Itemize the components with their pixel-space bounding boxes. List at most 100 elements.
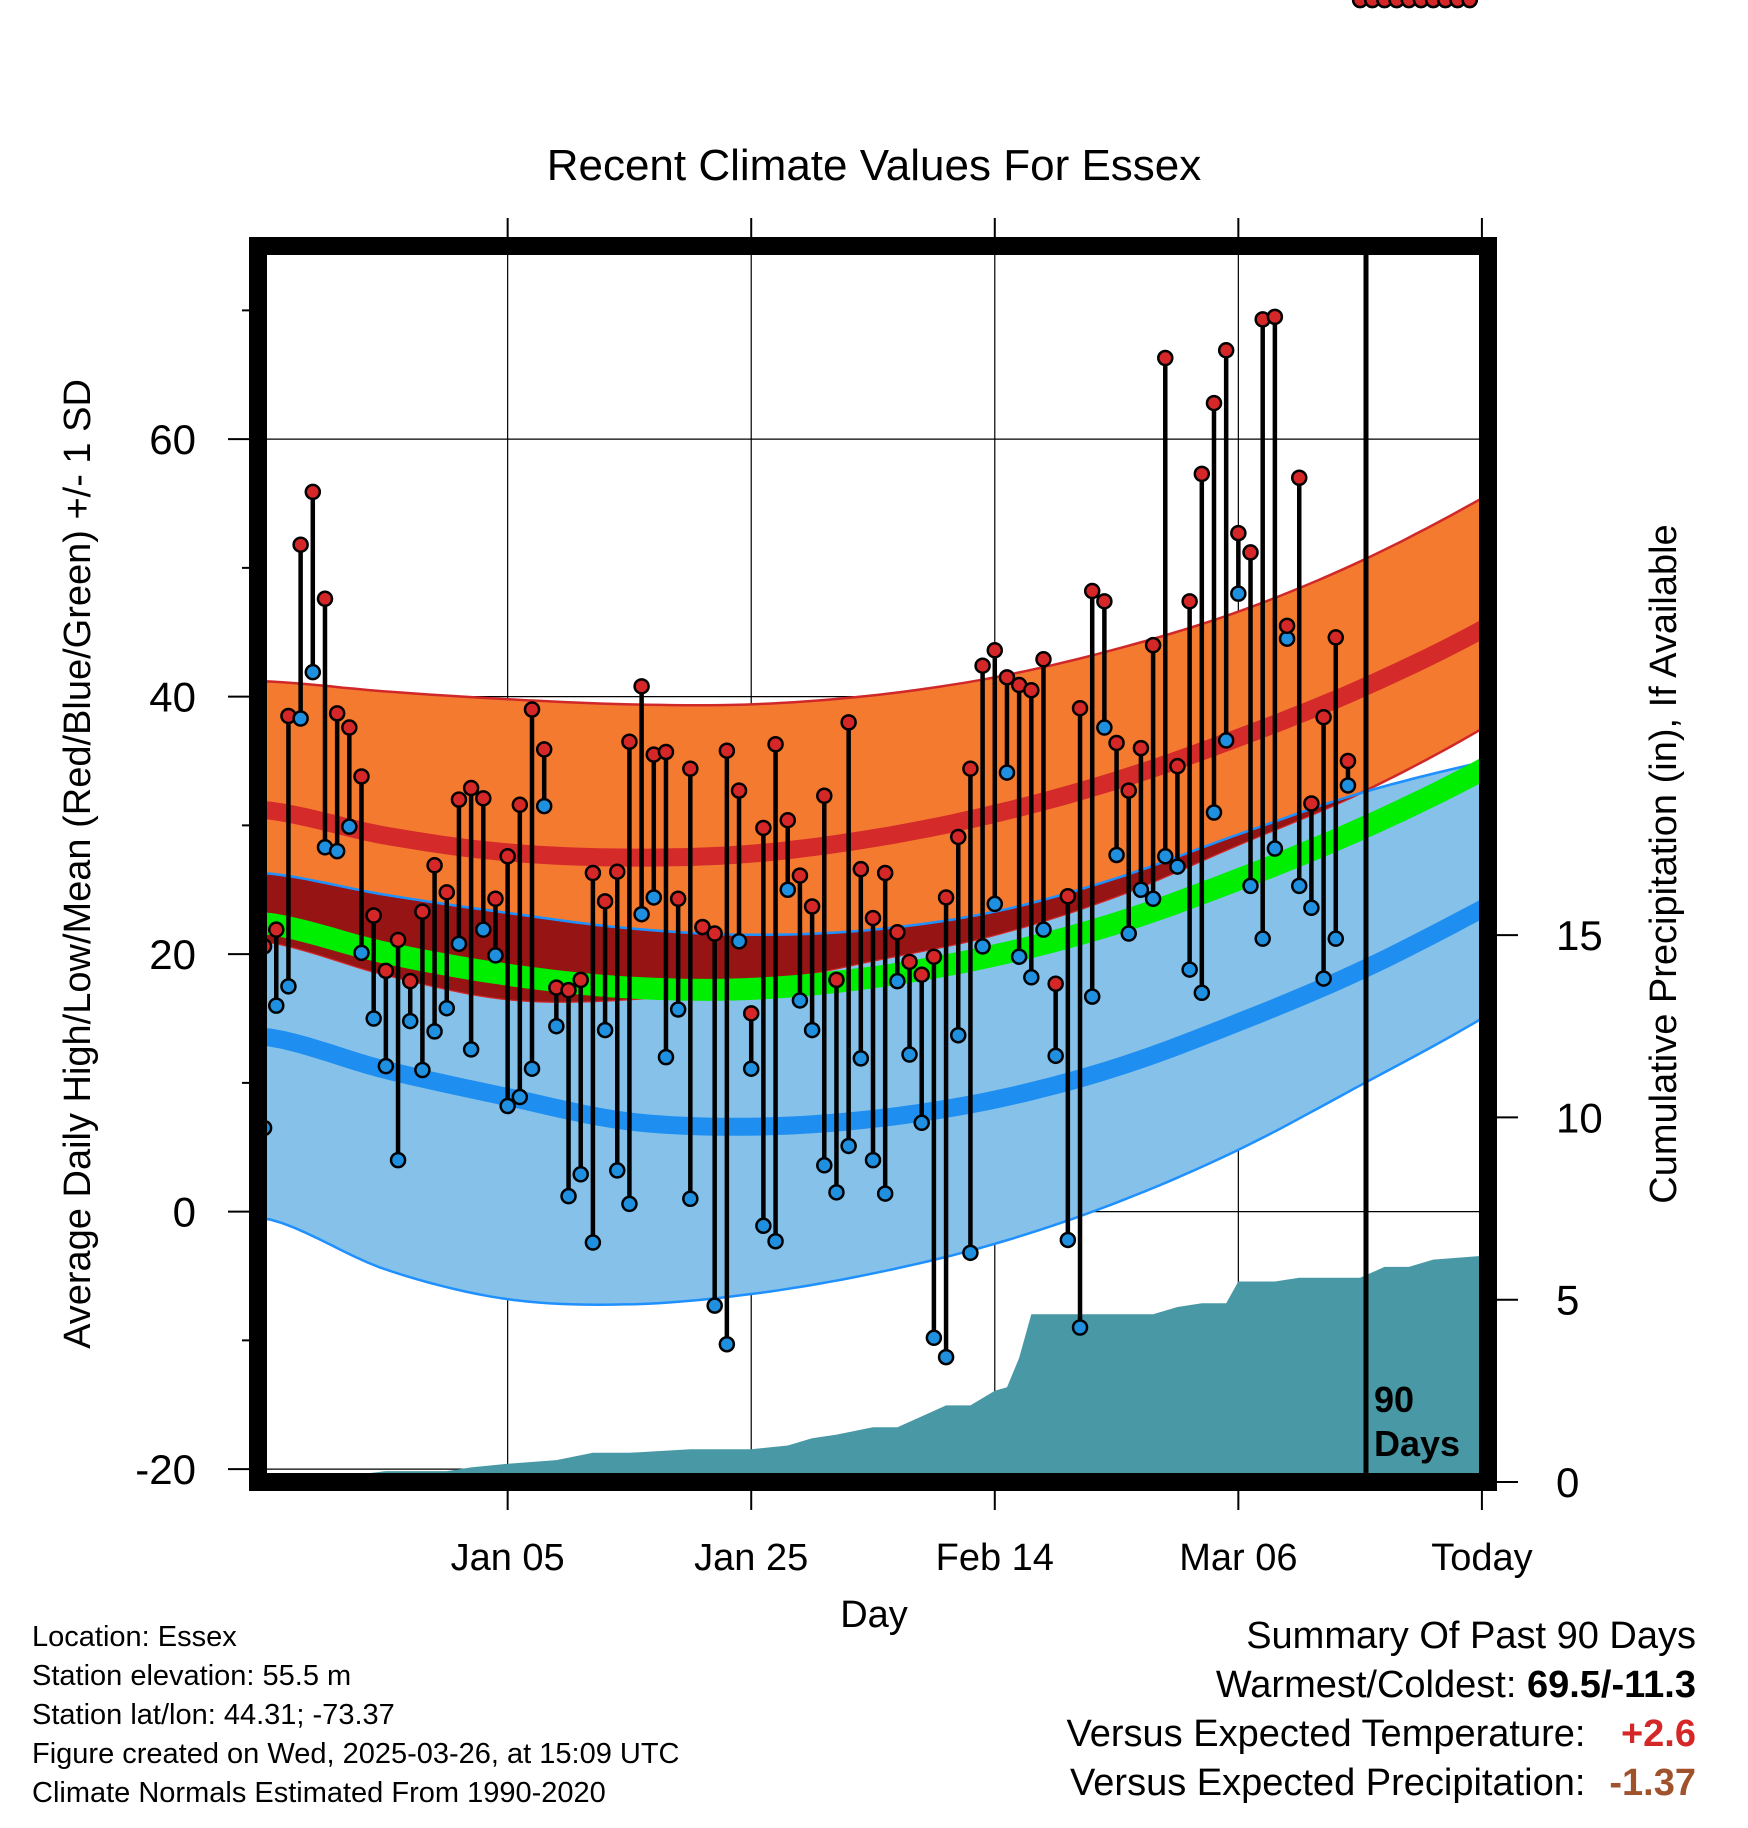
warmest-coldest-label: Warmest/Coldest:: [1215, 1664, 1517, 1706]
precip-anomaly-row: Versus Expected Precipitation: -1.37: [1067, 1759, 1696, 1808]
daily-low-point: [621, 1195, 638, 1213]
y-tick-label: 60: [149, 416, 196, 463]
daily-low-point: [462, 1041, 480, 1058]
daily-high-point: [913, 966, 930, 983]
daily-low-point: [1230, 585, 1247, 602]
daily-low-point: [365, 1010, 382, 1027]
latlon-text: Station lat/lon: 44.31; -73.37: [32, 1699, 395, 1731]
daily-low-point: [1254, 930, 1271, 947]
daily-low-point: [742, 1060, 760, 1077]
daily-low-point: [1157, 848, 1174, 865]
precip-anomaly-label: Versus Expected Precipitation:: [1070, 1762, 1586, 1804]
daily-low-point: [779, 881, 797, 898]
daily-high-point: [341, 719, 358, 736]
daily-high-point: [1169, 757, 1186, 775]
y-axis-label: Average Daily High/Low/Mean (Red/Blue/Gr…: [57, 379, 99, 1349]
daily-high-point: [1412, 0, 1430, 9]
daily-high-point: [1327, 629, 1345, 646]
daily-high-point: [1303, 795, 1320, 812]
daily-low-point: [889, 972, 906, 990]
daily-high-point: [779, 811, 797, 829]
x-tick-label: Today: [1431, 1537, 1532, 1579]
daily-high-point: [1315, 708, 1332, 726]
daily-low-point: [401, 1012, 419, 1030]
daily-high-point: [706, 925, 723, 942]
x-tick-label: Jan 05: [451, 1537, 565, 1579]
daily-low-point: [657, 1048, 675, 1066]
daily-high-point: [816, 787, 833, 805]
daily-low-point: [414, 1061, 431, 1079]
warmest-coldest-value: 69.5/-11.3: [1526, 1664, 1696, 1706]
daily-low-point: [1193, 984, 1211, 1001]
daily-low-point: [1096, 719, 1113, 736]
daily-high-point: [1266, 308, 1284, 326]
daily-high-point: [828, 971, 845, 989]
daily-low-point: [1023, 969, 1040, 986]
daily-low-point: [475, 921, 492, 938]
daily-high-point: [560, 981, 577, 999]
daily-high-point: [730, 782, 748, 799]
daily-high-point: [986, 642, 1004, 659]
daily-low-point: [913, 1114, 930, 1132]
daily-low-point: [1339, 777, 1357, 794]
y2-axis-label: Cumulative Precipitation (in), If Availa…: [1643, 524, 1685, 1203]
x-tick-label: Jan 25: [694, 1537, 808, 1579]
daily-low-point: [1327, 930, 1345, 947]
daily-low-point: [767, 1232, 784, 1250]
daily-low-point: [341, 818, 358, 835]
daily-high-point: [377, 962, 395, 980]
daily-high-point: [657, 743, 675, 761]
daily-high-point: [803, 898, 821, 915]
daily-low-point: [328, 842, 346, 860]
daily-high-point: [1193, 465, 1211, 483]
daily-high-point: [389, 931, 407, 949]
daily-low-point: [280, 978, 297, 995]
x-tick-label: Mar 06: [1179, 1537, 1297, 1579]
daily-low-point: [1181, 961, 1198, 978]
daily-low-point: [353, 944, 370, 962]
high-mean-line: [258, 618, 1488, 867]
daily-high-point: [767, 736, 784, 753]
precip-anomaly-value: -1.37: [1609, 1762, 1696, 1804]
daily-low-point: [718, 1335, 736, 1353]
daily-low-point: [730, 933, 748, 950]
daily-low-point: [523, 1060, 541, 1077]
daily-low-point: [1108, 846, 1125, 864]
daily-high-point: [1047, 975, 1064, 992]
y2-tick-label: 0: [1556, 1459, 1579, 1506]
daily-high-point: [962, 760, 979, 777]
daily-low-point: [572, 1166, 589, 1183]
x-axis-label: Day: [840, 1594, 908, 1636]
daily-low-point: [633, 905, 650, 923]
daily-low-point: [1059, 1231, 1077, 1249]
daily-high-point: [426, 857, 443, 874]
daily-high-point: [1376, 0, 1393, 9]
daily-high-point: [1461, 0, 1478, 9]
daily-high-point: [523, 701, 541, 718]
daily-low-point: [487, 947, 504, 964]
daily-low-point: [1083, 988, 1101, 1005]
daily-low-point: [852, 1050, 870, 1067]
y-axis-right: 0 5 10 15: [1488, 912, 1603, 1506]
daily-low-point: [949, 1026, 967, 1044]
daily-high-point: [1205, 394, 1223, 412]
normals-period-text: Climate Normals Estimated From 1990-2020: [32, 1777, 606, 1809]
daily-low-point: [548, 1017, 565, 1035]
daily-high-point: [852, 860, 870, 878]
daily-low-point: [876, 1185, 894, 1202]
daily-high-point: [365, 907, 382, 924]
daily-low-point: [560, 1187, 577, 1205]
daily-low-point: [706, 1297, 723, 1314]
daily-high-point: [292, 536, 309, 553]
daily-low-point: [755, 1217, 772, 1235]
daily-high-point: [1388, 0, 1405, 9]
daily-low-point: [682, 1190, 699, 1207]
daily-low-point: [1217, 732, 1235, 749]
daily-high-point: [353, 768, 370, 785]
daily-high-point: [998, 669, 1016, 686]
daily-high-point: [438, 884, 456, 901]
daily-high-point: [1290, 469, 1308, 486]
daily-high-point: [462, 779, 480, 797]
daily-low-point: [1242, 877, 1259, 895]
daily-temperatures: [255, 0, 1478, 1366]
